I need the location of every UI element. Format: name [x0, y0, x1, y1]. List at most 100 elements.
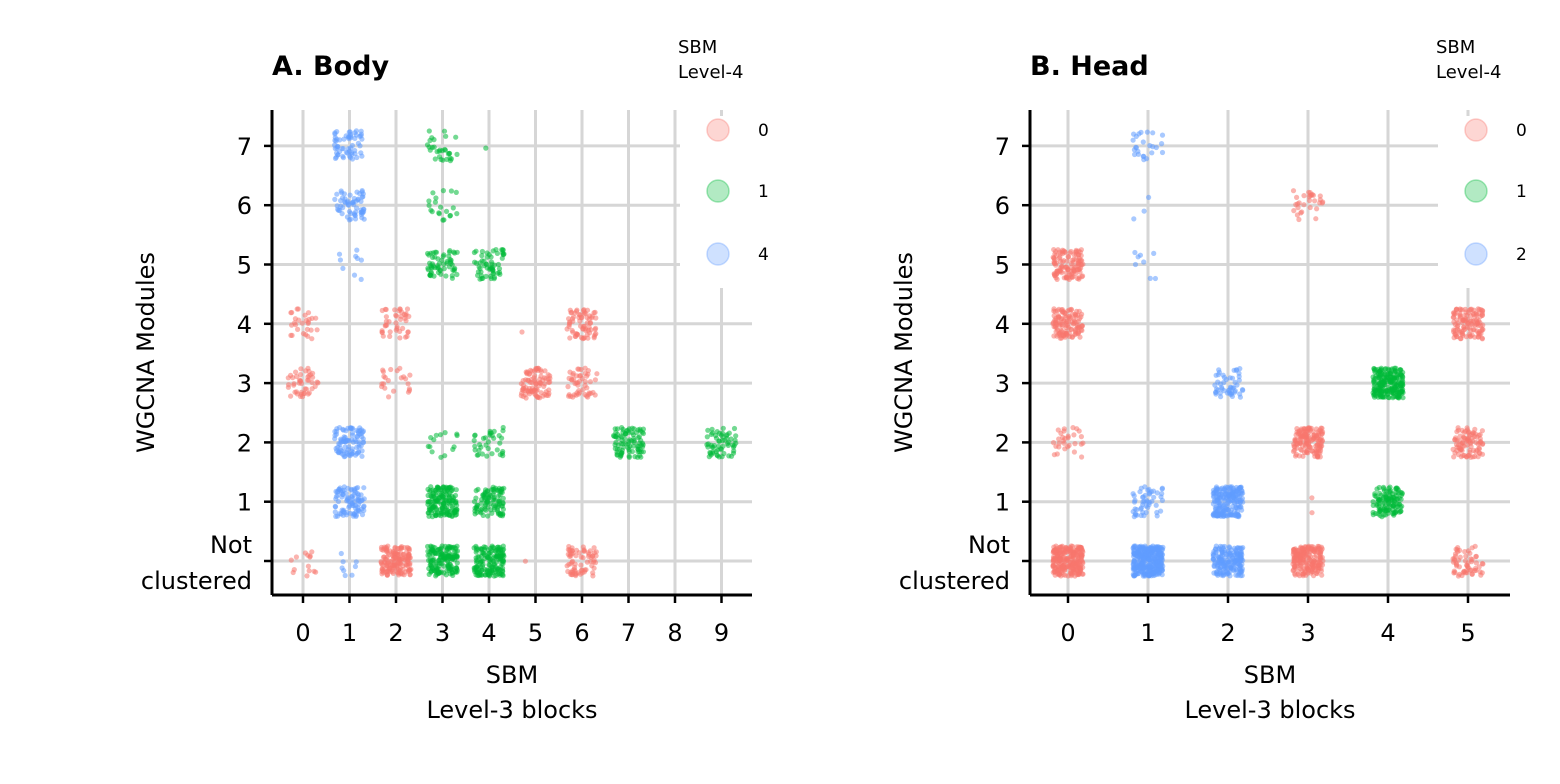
y-tick-label: clustered — [141, 567, 252, 595]
data-point — [478, 444, 484, 450]
data-point — [529, 385, 536, 391]
data-point — [440, 494, 446, 500]
data-point — [342, 200, 348, 206]
data-point — [525, 369, 531, 375]
data-point — [1224, 506, 1230, 512]
data-point — [349, 430, 356, 436]
data-point — [713, 435, 720, 441]
data-point — [570, 329, 576, 335]
data-point — [1375, 498, 1381, 504]
data-point — [295, 306, 301, 312]
data-point — [591, 545, 597, 551]
data-point — [438, 569, 444, 575]
data-point — [1063, 275, 1070, 281]
data-point — [1451, 454, 1457, 460]
data-point — [336, 425, 343, 431]
data-point — [1142, 492, 1148, 498]
data-point — [472, 443, 478, 449]
data-point — [359, 215, 365, 221]
data-point — [1060, 565, 1066, 572]
data-point — [584, 393, 590, 399]
data-point — [1291, 567, 1297, 573]
data-point — [714, 453, 721, 459]
data-point — [484, 250, 490, 256]
data-point — [354, 154, 360, 161]
data-point — [485, 439, 491, 445]
legend-swatch — [1464, 179, 1488, 203]
data-point — [407, 560, 413, 566]
data-point — [405, 567, 411, 573]
data-point — [640, 444, 646, 450]
data-point — [1158, 545, 1164, 551]
data-point — [1131, 514, 1137, 520]
data-point — [359, 511, 366, 518]
data-point — [591, 335, 597, 341]
legend-title: Level-4 — [1436, 62, 1501, 83]
data-point — [429, 265, 435, 271]
data-point — [1148, 552, 1154, 558]
data-point — [397, 335, 403, 341]
data-point — [1313, 570, 1319, 576]
data-point — [340, 491, 346, 498]
data-point — [1471, 311, 1477, 317]
data-point — [453, 134, 459, 140]
data-point — [638, 454, 644, 460]
data-point — [313, 569, 319, 575]
data-point — [1315, 450, 1321, 456]
data-point — [590, 570, 596, 576]
data-point — [1050, 440, 1057, 446]
data-point — [361, 507, 367, 514]
data-point — [499, 255, 505, 261]
data-point — [1056, 570, 1062, 576]
data-point — [308, 327, 314, 333]
data-point — [434, 510, 441, 516]
data-point — [350, 450, 357, 456]
data-point — [489, 451, 495, 457]
data-point — [1150, 130, 1156, 136]
data-point — [1475, 334, 1481, 340]
x-axis-title: Level-3 blocks — [426, 696, 597, 724]
data-point — [491, 488, 497, 495]
data-point — [395, 570, 401, 576]
data-point — [1066, 319, 1072, 325]
data-point — [1144, 551, 1150, 557]
data-point — [428, 547, 434, 553]
legend-swatch — [706, 179, 730, 203]
data-point — [332, 509, 338, 515]
data-point — [441, 484, 447, 490]
data-point — [1050, 564, 1056, 570]
data-point — [339, 211, 345, 217]
data-point — [443, 133, 449, 139]
data-point — [1221, 379, 1227, 386]
data-point — [297, 378, 303, 384]
data-point — [578, 567, 585, 573]
data-point — [1377, 512, 1383, 519]
y-tick-label: 6 — [237, 192, 252, 220]
legend-label: 4 — [758, 245, 769, 265]
data-point — [619, 434, 625, 440]
data-point — [1050, 549, 1056, 556]
data-point — [334, 145, 340, 151]
data-point — [1227, 375, 1233, 381]
data-point — [1219, 550, 1225, 556]
y-tick-label: 2 — [237, 429, 252, 457]
data-point — [426, 565, 432, 572]
data-point — [431, 556, 437, 562]
data-point — [483, 273, 489, 279]
y-tick-label: 6 — [995, 192, 1010, 220]
data-point — [1144, 129, 1150, 135]
x-tick-label: 9 — [714, 619, 729, 647]
data-point — [432, 199, 438, 205]
x-tick-label: 1 — [1140, 619, 1155, 647]
data-point — [354, 444, 360, 450]
x-tick-label: 5 — [528, 619, 543, 647]
data-point — [314, 327, 320, 333]
x-axis-title: Level-3 blocks — [1184, 696, 1355, 724]
data-point — [359, 136, 365, 142]
data-point — [626, 453, 632, 459]
data-point — [472, 432, 478, 438]
data-point — [500, 568, 506, 575]
data-point — [1474, 321, 1480, 327]
data-point — [304, 573, 310, 579]
data-point — [447, 554, 453, 560]
